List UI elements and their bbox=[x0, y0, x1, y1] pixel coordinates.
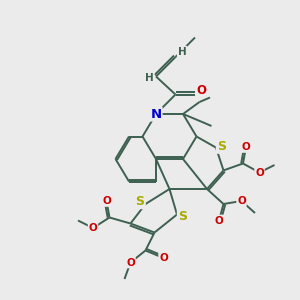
Text: O: O bbox=[196, 83, 206, 97]
Text: O: O bbox=[242, 142, 250, 152]
Text: O: O bbox=[237, 196, 246, 206]
Text: O: O bbox=[88, 223, 98, 233]
Text: O: O bbox=[255, 167, 264, 178]
Text: H: H bbox=[178, 46, 187, 57]
Text: N: N bbox=[150, 107, 162, 121]
Text: S: S bbox=[178, 210, 187, 224]
Text: S: S bbox=[217, 140, 226, 153]
Text: S: S bbox=[136, 195, 145, 208]
Text: S: S bbox=[217, 140, 226, 153]
Text: O: O bbox=[102, 196, 111, 206]
Text: H: H bbox=[145, 73, 154, 83]
Text: O: O bbox=[214, 215, 224, 226]
Text: S: S bbox=[136, 195, 145, 208]
Text: S: S bbox=[178, 210, 187, 224]
Text: O: O bbox=[159, 253, 168, 263]
Text: O: O bbox=[196, 83, 206, 97]
Text: O: O bbox=[126, 257, 135, 268]
